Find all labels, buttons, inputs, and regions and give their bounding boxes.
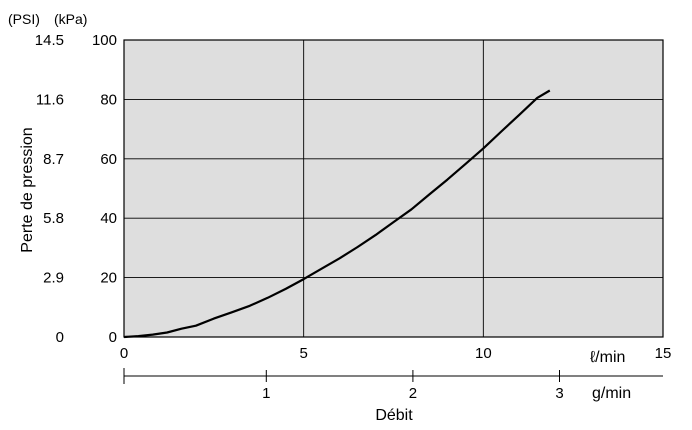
x-unit-gmin: g/min: [592, 385, 631, 402]
y-tick-label-psi: 5.8: [43, 210, 64, 227]
x-tick-label-gmin: 3: [555, 385, 563, 402]
y-tick-label-kpa: 100: [92, 32, 117, 49]
pressure-loss-curve: [123, 89, 551, 339]
y-axis-label: Perte de pression: [19, 127, 36, 252]
y-tick-label-psi: 0: [56, 329, 64, 346]
x-tick-label-gmin: 2: [409, 385, 417, 402]
y-axis-ticks: 0 0 20 2.9 40 5.8 60 8.7 80 11.6 100 14.5: [35, 32, 117, 346]
y-tick-label-psi: 14.5: [35, 32, 64, 49]
x-unit-lmin: ℓ/min: [590, 349, 625, 366]
y-unit-psi: (PSI): [8, 11, 40, 27]
x-axis-label: Débit: [375, 407, 413, 424]
x-axis-ticks: 0 5 10 15: [120, 345, 672, 362]
secondary-x-axis: 1 2 3: [123, 368, 663, 402]
x-tick-label-lmin: 0: [120, 345, 128, 362]
y-unit-kpa: (kPa): [54, 11, 87, 27]
plot-background: [123, 39, 664, 338]
y-tick-label-psi: 2.9: [43, 270, 64, 287]
x-tick-label-lmin: 10: [475, 345, 492, 362]
y-tick-label-kpa: 20: [100, 270, 117, 287]
x-tick-label-gmin: 1: [262, 385, 270, 402]
x-tick-label-lmin: 5: [299, 345, 307, 362]
y-tick-label-psi: 8.7: [43, 151, 64, 168]
y-tick-label-kpa: 0: [109, 329, 117, 346]
plot-area: [123, 39, 664, 338]
x-tick-label-lmin: 15: [655, 345, 672, 362]
y-tick-label-kpa: 80: [100, 91, 117, 108]
data-series: [123, 89, 551, 339]
y-tick-label-kpa: 60: [100, 151, 117, 168]
y-tick-label-psi: 11.6: [36, 91, 64, 108]
y-tick-label-kpa: 40: [100, 210, 117, 227]
